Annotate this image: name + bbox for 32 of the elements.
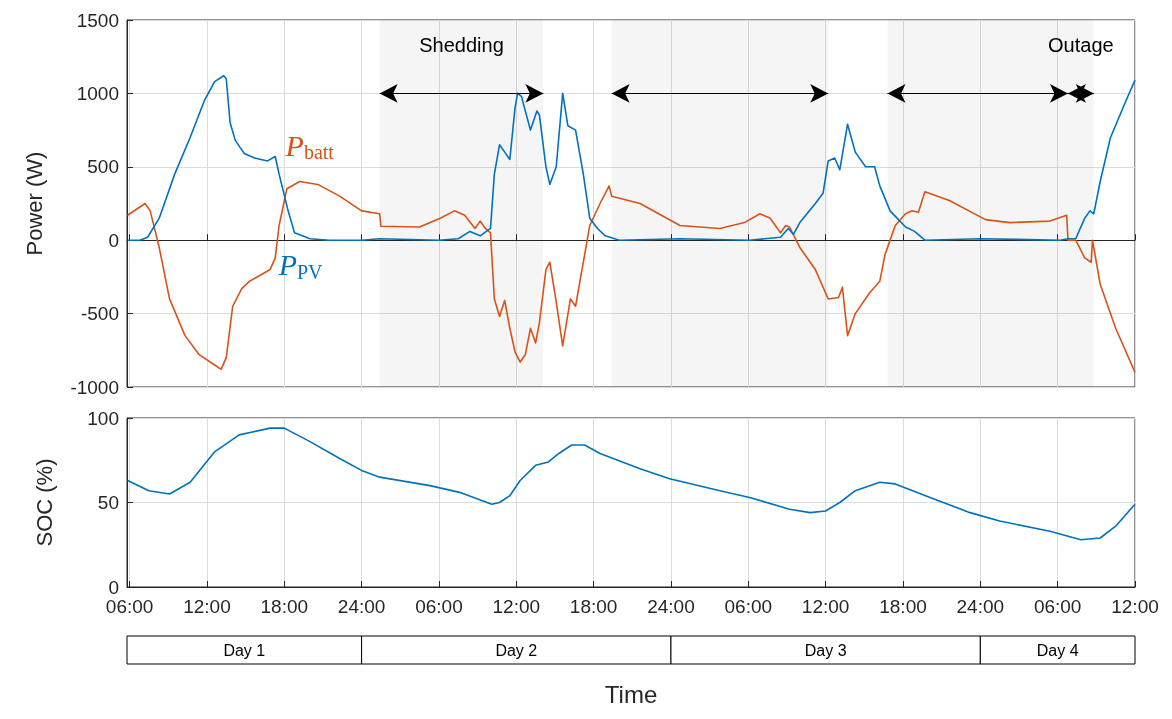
- y-tick-label: 50: [97, 492, 119, 513]
- x-tick-label: 06:00: [724, 596, 773, 617]
- y-tick-label: 500: [87, 156, 119, 178]
- text: Day 2: [495, 641, 538, 659]
- x-tick-label: 24:00: [337, 596, 386, 617]
- x-tick-label: 12:00: [183, 596, 231, 617]
- x-axis-title: Time: [604, 680, 658, 708]
- y-tick-label: 100: [87, 407, 119, 429]
- text: Day 3: [804, 641, 847, 659]
- x-tick-label: 24:00: [956, 596, 1005, 617]
- text: Day 4: [1036, 641, 1079, 659]
- x-tick-label: 12:00: [492, 596, 541, 617]
- y-tick-label: 1500: [76, 9, 119, 31]
- x-tick-label: 12:00: [801, 596, 850, 617]
- x-tick-label: 06:00: [105, 596, 154, 617]
- y-axis-title: SOC (%): [31, 458, 57, 547]
- y-tick-label: -500: [80, 303, 119, 325]
- x-tick-label: 12:00: [1111, 596, 1159, 617]
- y-axis-title: Power (W): [21, 151, 47, 256]
- band-label: Shedding: [419, 34, 504, 57]
- y-tick-label: -1000: [70, 376, 119, 398]
- x-tick-label: 18:00: [260, 596, 309, 617]
- x-tick-label: 18:00: [879, 596, 927, 617]
- y-tick-label: 0: [108, 229, 119, 251]
- x-tick-label: 06:00: [1033, 596, 1082, 617]
- x-tick-label: 24:00: [647, 596, 695, 617]
- text: Day 1: [223, 641, 266, 659]
- x-tick-label: 18:00: [569, 596, 618, 617]
- x-tick-label: 06:00: [415, 596, 463, 617]
- y-tick-label: 0: [108, 576, 119, 598]
- y-tick-label: 1000: [76, 82, 119, 104]
- band-label: Outage: [1048, 34, 1114, 57]
